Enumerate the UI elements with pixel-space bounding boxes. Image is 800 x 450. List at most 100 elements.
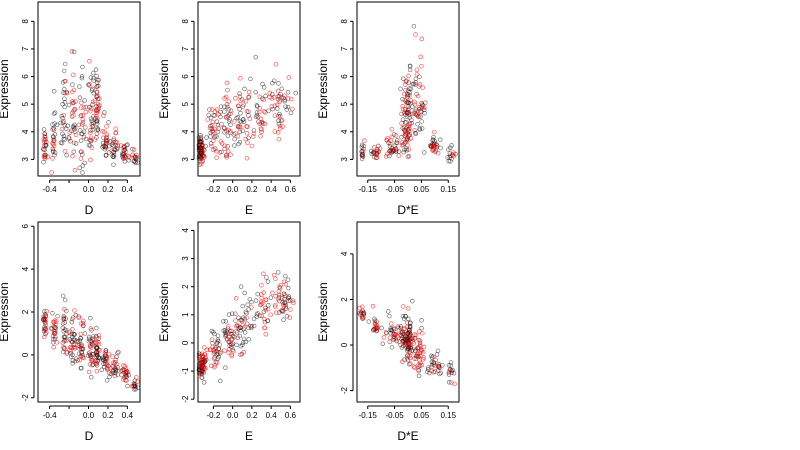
point-black [275, 106, 280, 111]
point-red [250, 134, 256, 139]
point-black [88, 116, 94, 122]
point-red [226, 149, 231, 154]
plot-frame [197, 221, 301, 403]
x-tick-label: 0.15 [440, 411, 456, 420]
point-black [251, 128, 257, 133]
point-black [243, 339, 249, 345]
data-points [359, 23, 458, 164]
point-red [384, 138, 390, 143]
point-black [64, 350, 69, 355]
point-red [77, 357, 82, 363]
point-black [82, 98, 87, 103]
point-black [71, 149, 77, 155]
point-red [418, 353, 423, 359]
point-red [83, 125, 88, 130]
point-black [80, 120, 86, 125]
point-red [269, 96, 275, 101]
y-tick-label: 6 [21, 224, 30, 229]
point-red [43, 322, 48, 327]
point-red [257, 121, 263, 126]
point-red [113, 130, 119, 136]
point-red [199, 375, 204, 380]
point-black [284, 107, 290, 112]
point-black [94, 352, 100, 358]
point-black [417, 340, 423, 346]
point-black [113, 370, 118, 376]
point-red [270, 290, 275, 296]
point-black [281, 317, 286, 323]
point-black [215, 129, 221, 135]
point-red [87, 59, 92, 64]
point-black [215, 337, 220, 343]
point-red [79, 122, 85, 127]
point-red [388, 148, 393, 154]
point-black [405, 336, 410, 342]
point-black [419, 325, 424, 331]
y-tick-label: 8 [340, 19, 349, 24]
point-red [413, 356, 419, 362]
point-black [288, 110, 294, 116]
y-axis-title: Expression [157, 59, 171, 118]
point-red [196, 354, 202, 360]
point-black [276, 93, 282, 99]
y-tick-label: -2 [181, 395, 190, 403]
point-black [196, 351, 202, 356]
point-red [245, 140, 250, 145]
point-red [261, 109, 267, 114]
point-black [411, 23, 417, 29]
point-black [86, 82, 91, 87]
point-black [62, 61, 68, 67]
point-red [78, 156, 84, 161]
point-black [234, 115, 239, 121]
point-red [110, 354, 115, 359]
point-black [400, 96, 405, 102]
point-black [422, 150, 427, 155]
point-black [282, 99, 287, 104]
point-red [244, 155, 250, 161]
point-black [406, 153, 412, 159]
point-black [407, 90, 412, 95]
point-red [76, 122, 82, 128]
point-black [237, 91, 242, 96]
point-black [221, 125, 227, 130]
point-red [51, 319, 56, 325]
x-tick-label: -0.4 [43, 185, 57, 194]
point-red [259, 120, 264, 126]
point-black [110, 154, 116, 159]
point-black [114, 354, 119, 359]
point-black [438, 137, 443, 142]
point-black [399, 135, 404, 140]
point-red [278, 282, 283, 288]
point-black [198, 136, 204, 142]
point-black [233, 311, 238, 316]
point-black [263, 93, 268, 99]
point-red [274, 102, 280, 108]
point-black [394, 338, 400, 344]
point-black [52, 150, 58, 155]
point-red [72, 168, 78, 173]
point-red [93, 361, 98, 366]
y-tick-label: 8 [21, 19, 30, 24]
point-red [209, 337, 215, 342]
point-black [111, 162, 116, 167]
point-red [259, 127, 264, 132]
x-tick-label: 0.0 [227, 411, 239, 420]
point-black [244, 321, 250, 326]
point-black [240, 117, 246, 122]
point-red [95, 116, 100, 121]
point-red [87, 83, 92, 88]
point-black [62, 96, 67, 101]
point-red [89, 356, 94, 361]
point-black [373, 155, 379, 160]
point-black [80, 170, 85, 175]
x-tick-label: 0.6 [285, 185, 297, 194]
point-red [271, 94, 277, 100]
point-red [399, 143, 405, 148]
point-black [396, 149, 402, 154]
x-tick-label: -0.2 [206, 411, 220, 420]
point-red [229, 353, 235, 359]
y-tick-label: 0 [181, 340, 190, 345]
point-red [405, 110, 411, 115]
point-red [243, 98, 249, 104]
point-black [122, 159, 128, 164]
